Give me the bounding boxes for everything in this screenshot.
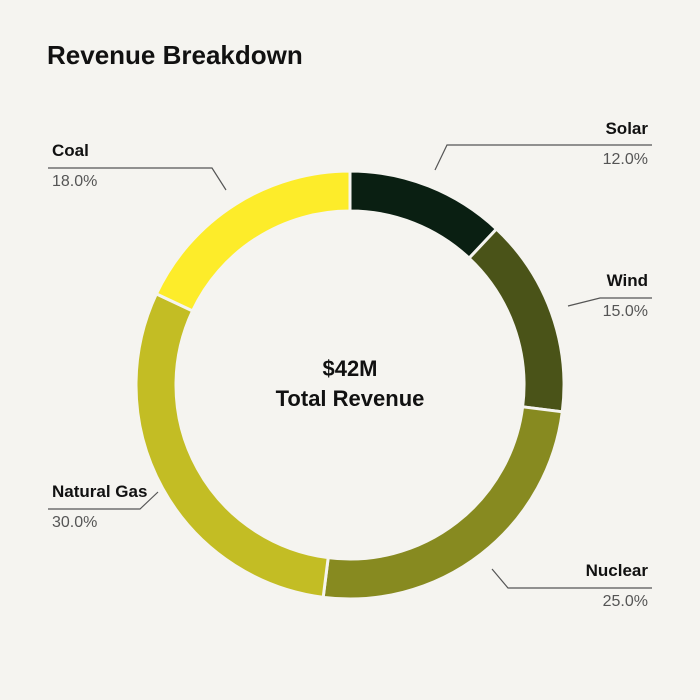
label-value-coal: 18.0%: [52, 173, 97, 190]
center-value: $42M: [322, 356, 377, 381]
slice-coal: [154, 169, 352, 313]
center-label: Total Revenue: [276, 386, 425, 411]
leader-line-coal: [48, 167, 227, 191]
label-value-wind: 15.0%: [603, 303, 648, 320]
label-name-wind: Wind: [607, 271, 648, 290]
leader-line-nuclear: [491, 568, 652, 589]
label-value-natural-gas: 30.0%: [52, 514, 97, 531]
slice-wind: [467, 227, 566, 414]
slice-natural-gas: [134, 292, 330, 599]
slice-labels: Solar 12.0% Wind 15.0% Nuclear 25.0% Natural G…: [52, 119, 648, 610]
label-leaders: [48, 144, 652, 589]
label-name-solar: Solar: [605, 119, 648, 138]
label-value-nuclear: 25.0%: [603, 593, 648, 610]
donut-slices: [134, 169, 566, 601]
slice-solar: [348, 169, 498, 260]
label-name-nuclear: Nuclear: [586, 561, 649, 580]
label-name-natural-gas: Natural Gas: [52, 482, 147, 501]
leader-line-wind: [567, 297, 652, 307]
slice-nuclear: [321, 405, 564, 601]
leader-line-natural-gas: [48, 491, 159, 510]
label-value-solar: 12.0%: [603, 151, 648, 168]
leader-line-solar: [434, 144, 652, 171]
label-name-coal: Coal: [52, 141, 89, 160]
chart-title: Revenue Breakdown: [47, 40, 303, 70]
